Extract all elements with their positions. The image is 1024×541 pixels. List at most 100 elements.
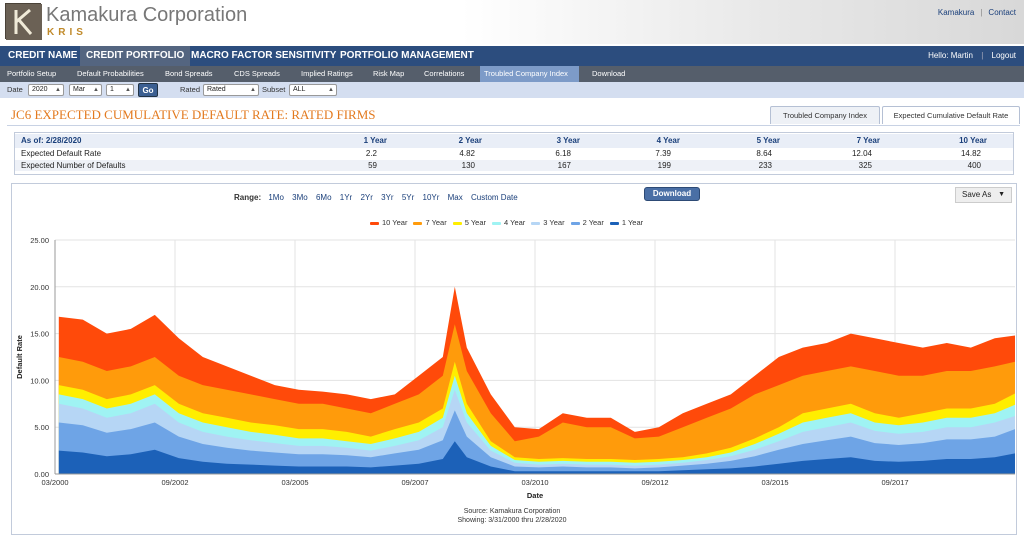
nav-credit-portfolio[interactable]: CREDIT PORTFOLIO: [80, 46, 191, 66]
tab-troubled-company-index[interactable]: Troubled Company Index: [770, 106, 880, 124]
legend-item[interactable]: 1 Year: [609, 218, 644, 227]
table-cell: 199: [657, 161, 671, 170]
range-custom-date[interactable]: Custom Date: [471, 193, 518, 202]
chevron-down-icon: ▲︎: [250, 87, 256, 93]
legend-item[interactable]: 2 Year: [570, 218, 604, 227]
x-tick-label: 03/2005: [281, 478, 308, 487]
year-value: 2020: [32, 86, 48, 93]
col-header: 10 Year: [959, 136, 987, 145]
legend-item[interactable]: 10 Year: [370, 218, 407, 227]
range-5yr[interactable]: 5Yr: [401, 193, 415, 202]
kamakura-link[interactable]: Kamakura: [937, 8, 975, 17]
range-1mo[interactable]: 1Mo: [268, 193, 284, 202]
chart-showing-range: Showing: 3/31/2000 thru 2/28/2020: [457, 517, 567, 524]
top-links: Kamakura | Contact: [937, 8, 1016, 17]
legend-label: 7 Year: [425, 218, 447, 227]
legend-swatch: [570, 221, 580, 225]
table-row: Expected Number of Defaults 59 130 167 1…: [15, 160, 1013, 171]
contact-link[interactable]: Contact: [988, 8, 1016, 17]
subnav-default-probabilities[interactable]: Default Probabilities: [77, 69, 144, 78]
subnav-troubled-company-index[interactable]: Troubled Company Index: [480, 66, 579, 82]
legend-label: 4 Year: [504, 218, 526, 227]
kamakura-logo-icon[interactable]: [5, 3, 42, 40]
month-select[interactable]: Mar ▲︎: [69, 84, 102, 96]
table-cell: 233: [758, 161, 772, 170]
col-header: 5 Year: [756, 136, 780, 145]
app-header: Kamakura Corporation KRIS Kamakura | Conta…: [0, 0, 1024, 44]
table-cell: 12.04: [851, 149, 872, 158]
x-tick-label: 03/2015: [761, 478, 788, 487]
y-axis-title: Default Rate: [15, 335, 24, 379]
chevron-down-icon: ▲︎: [125, 87, 131, 93]
y-tick-label: 20.00: [30, 283, 49, 292]
download-button[interactable]: Download: [644, 187, 700, 201]
range-10yr[interactable]: 10Yr: [422, 193, 440, 202]
logout-link[interactable]: Logout: [991, 51, 1016, 60]
legend-swatch: [609, 221, 619, 225]
legend-item[interactable]: 4 Year: [492, 218, 525, 227]
logo-subtitle: KRIS: [47, 27, 87, 38]
row-label: Expected Number of Defaults: [21, 161, 126, 170]
greeting: Hello: Martin: [928, 51, 973, 60]
range-label: Range:: [234, 193, 262, 202]
summary-table: As of: 2/28/2020 1 Year 2 Year 3 Year 4 …: [14, 132, 1014, 175]
nav-macro-factor-sensitivity[interactable]: MACRO FACTOR SENSITIVITY: [191, 50, 337, 61]
nav-credit-name[interactable]: CREDIT NAME: [8, 50, 78, 61]
subset-value: ALL: [293, 86, 306, 93]
chevron-down-icon: ▲︎: [93, 87, 99, 93]
date-label: Date: [7, 85, 23, 94]
range-max[interactable]: Max: [447, 193, 463, 202]
subnav-download[interactable]: Download: [592, 69, 626, 78]
table-cell: 2.2: [365, 149, 377, 158]
legend-swatch: [531, 221, 541, 225]
legend-item[interactable]: 5 Year: [452, 218, 487, 227]
y-tick-label: 15.00: [30, 330, 49, 339]
range-2yr[interactable]: 2Yr: [360, 193, 373, 202]
legend-item[interactable]: 3 Year: [531, 218, 565, 227]
chart-panel: [11, 183, 1017, 535]
month-value: Mar: [73, 86, 86, 93]
x-tick-label: 09/2007: [401, 478, 428, 487]
legend-label: 3 Year: [543, 218, 565, 227]
table-row: Expected Default Rate 2.2 4.82 6.18 7.39…: [15, 148, 1013, 159]
subnav-correlations[interactable]: Correlations: [424, 69, 465, 78]
chart-legend: 10 Year 7 Year 5 Year 4 Year 3 Year 2 Year 1 Y…: [370, 218, 649, 228]
day-value: 1: [110, 86, 114, 93]
table-cell: 7.39: [655, 149, 671, 158]
as-of-date: As of: 2/28/2020: [21, 136, 82, 145]
nav-portfolio-management[interactable]: PORTFOLIO MANAGEMENT: [340, 50, 474, 61]
legend-swatch: [492, 221, 502, 225]
rated-value: Rated: [207, 86, 226, 93]
table-cell: 325: [858, 161, 872, 170]
legend-item[interactable]: 7 Year: [413, 218, 447, 227]
main-nav: CREDIT NAME CREDIT PORTFOLIO MACRO FACTO…: [0, 46, 1024, 66]
x-tick-label: 09/2017: [881, 478, 908, 487]
page-title: JC6 EXPECTED CUMULATIVE DEFAULT RATE: RA…: [11, 107, 376, 122]
y-tick-label: 25.00: [30, 236, 49, 245]
go-button[interactable]: Go: [138, 83, 158, 97]
table-cell: 59: [368, 161, 377, 170]
range-1yr[interactable]: 1Yr: [339, 193, 353, 202]
legend-label: 5 Year: [464, 218, 487, 227]
table-cell: 14.82: [960, 149, 981, 158]
controls-bar: Date 2020 ▲︎ Mar ▲︎ 1 ▲︎ Go Rated Rated ▲︎ S…: [0, 82, 1024, 98]
subnav-implied-ratings[interactable]: Implied Ratings: [301, 69, 353, 78]
legend-label: 1 Year: [621, 218, 644, 227]
day-select[interactable]: 1 ▲︎: [106, 84, 134, 96]
sub-nav: Portfolio Setup Default Probabilities Bo…: [0, 66, 1024, 82]
save-as-dropdown[interactable]: Save As ▼: [955, 187, 1012, 203]
subnav-bond-spreads[interactable]: Bond Spreads: [165, 69, 213, 78]
subset-select[interactable]: ALL ▲︎: [289, 84, 337, 96]
range-3yr[interactable]: 3Yr: [381, 193, 394, 202]
legend-swatch: [370, 221, 379, 225]
chevron-down-icon: ▲︎: [328, 87, 334, 93]
subnav-portfolio-setup[interactable]: Portfolio Setup: [7, 69, 57, 78]
tab-expected-cumulative-default-rate[interactable]: Expected Cumulative Default Rate: [882, 106, 1020, 124]
range-3mo[interactable]: 3Mo: [292, 193, 308, 202]
year-select[interactable]: 2020 ▲︎: [28, 84, 64, 96]
subnav-cds-spreads[interactable]: CDS Spreads: [234, 69, 280, 78]
rated-select[interactable]: Rated ▲︎: [203, 84, 259, 96]
subnav-risk-map[interactable]: Risk Map: [373, 69, 405, 78]
table-cell: 8.64: [756, 149, 772, 158]
range-6mo[interactable]: 6Mo: [315, 193, 332, 202]
